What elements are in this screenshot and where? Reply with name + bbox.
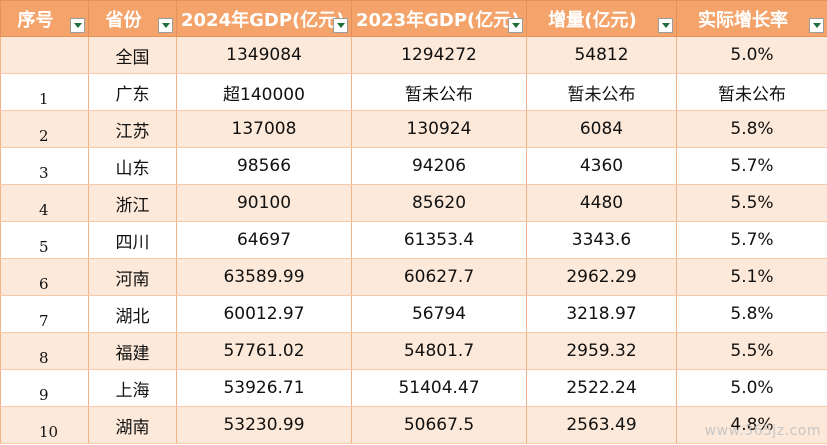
header-province[interactable]: 省份 — [88, 0, 177, 37]
table-row: 7 湖北 60012.97 56794 3218.97 5.8% — [0, 295, 827, 333]
cell-increment[interactable]: 2522.24 — [526, 369, 677, 407]
cell-gdp-2023[interactable]: 94206 — [351, 147, 527, 185]
cell-growth-rate[interactable]: 5.5% — [676, 332, 827, 370]
header-label: 2023年GDP(亿元) — [356, 9, 520, 31]
header-seq[interactable]: 序号 — [0, 0, 89, 37]
cell-increment[interactable]: 4360 — [526, 147, 677, 185]
table-row: 6 河南 63589.99 60627.7 2962.29 5.1% — [0, 258, 827, 296]
cell-seq[interactable]: 6 — [0, 258, 89, 296]
cell-gdp-2023[interactable]: 56794 — [351, 295, 527, 333]
cell-gdp-2024[interactable]: 超140000 — [176, 73, 352, 111]
cell-seq[interactable]: 1 — [0, 73, 89, 111]
cell-increment[interactable]: 3218.97 — [526, 295, 677, 333]
cell-growth-rate[interactable]: 5.8% — [676, 110, 827, 148]
filter-dropdown-icon[interactable] — [809, 18, 824, 33]
cell-province[interactable]: 上海 — [88, 369, 177, 407]
cell-increment[interactable]: 暂未公布 — [526, 73, 677, 111]
header-label: 实际增长率 — [698, 9, 788, 31]
filter-dropdown-icon[interactable] — [158, 18, 173, 33]
cell-gdp-2024[interactable]: 98566 — [176, 147, 352, 185]
cell-increment[interactable]: 2563.49 — [526, 406, 677, 444]
header-row: 序号 省份 2024年GDP(亿元) 2023年GDP(亿元) 增量(亿元) 实… — [0, 0, 827, 37]
cell-gdp-2024[interactable]: 63589.99 — [176, 258, 352, 296]
cell-gdp-2024[interactable]: 1349084 — [176, 36, 352, 74]
cell-province[interactable]: 湖北 — [88, 295, 177, 333]
cell-province[interactable]: 江苏 — [88, 110, 177, 148]
cell-gdp-2023[interactable]: 61353.4 — [351, 221, 527, 259]
cell-province[interactable]: 湖南 — [88, 406, 177, 444]
cell-growth-rate[interactable]: 5.0% — [676, 36, 827, 74]
cell-province[interactable]: 全国 — [88, 36, 177, 74]
cell-seq[interactable]: 9 — [0, 369, 89, 407]
cell-growth-rate[interactable]: 4.8% — [676, 406, 827, 444]
cell-increment[interactable]: 4480 — [526, 184, 677, 222]
cell-seq[interactable]: 5 — [0, 221, 89, 259]
table-row: 3 山东 98566 94206 4360 5.7% — [0, 147, 827, 185]
cell-increment[interactable]: 3343.6 — [526, 221, 677, 259]
table-row: 10 湖南 53230.99 50667.5 2563.49 4.8% — [0, 406, 827, 444]
table-row: 8 福建 57761.02 54801.7 2959.32 5.5% — [0, 332, 827, 370]
header-label: 省份 — [105, 9, 142, 31]
header-label: 增量(亿元) — [548, 9, 637, 31]
cell-increment[interactable]: 2959.32 — [526, 332, 677, 370]
cell-province[interactable]: 广东 — [88, 73, 177, 111]
header-label: 序号 — [17, 9, 54, 31]
cell-gdp-2024[interactable]: 60012.97 — [176, 295, 352, 333]
filter-dropdown-icon[interactable] — [333, 18, 348, 33]
cell-province[interactable]: 河南 — [88, 258, 177, 296]
cell-gdp-2024[interactable]: 53926.71 — [176, 369, 352, 407]
cell-growth-rate[interactable]: 5.1% — [676, 258, 827, 296]
cell-gdp-2023[interactable]: 60627.7 — [351, 258, 527, 296]
cell-gdp-2023[interactable]: 50667.5 — [351, 406, 527, 444]
header-gdp-2024[interactable]: 2024年GDP(亿元) — [176, 0, 352, 37]
cell-seq[interactable]: 2 — [0, 110, 89, 148]
cell-gdp-2024[interactable]: 64697 — [176, 221, 352, 259]
filter-dropdown-icon[interactable] — [70, 18, 85, 33]
cell-gdp-2024[interactable]: 90100 — [176, 184, 352, 222]
cell-gdp-2024[interactable]: 137008 — [176, 110, 352, 148]
table-row: 5 四川 64697 61353.4 3343.6 5.7% — [0, 221, 827, 259]
table-row: 4 浙江 90100 85620 4480 5.5% — [0, 184, 827, 222]
cell-growth-rate[interactable]: 5.7% — [676, 147, 827, 185]
filter-dropdown-icon[interactable] — [658, 18, 673, 33]
cell-increment[interactable]: 2962.29 — [526, 258, 677, 296]
cell-seq[interactable]: 4 — [0, 184, 89, 222]
watermark: www.365jz.com — [704, 423, 821, 439]
cell-province[interactable]: 浙江 — [88, 184, 177, 222]
cell-seq[interactable]: 7 — [0, 295, 89, 333]
header-label: 2024年GDP(亿元) — [181, 9, 345, 31]
header-increment[interactable]: 增量(亿元) — [526, 0, 677, 37]
cell-growth-rate[interactable]: 5.8% — [676, 295, 827, 333]
cell-gdp-2023[interactable]: 暂未公布 — [351, 73, 527, 111]
cell-province[interactable]: 山东 — [88, 147, 177, 185]
filter-dropdown-icon[interactable] — [508, 18, 523, 33]
cell-seq[interactable]: 8 — [0, 332, 89, 370]
header-growth-rate[interactable]: 实际增长率 — [676, 0, 827, 37]
cell-gdp-2023[interactable]: 1294272 — [351, 36, 527, 74]
cell-gdp-2023[interactable]: 85620 — [351, 184, 527, 222]
cell-growth-rate[interactable]: 5.7% — [676, 221, 827, 259]
cell-increment[interactable]: 6084 — [526, 110, 677, 148]
cell-province[interactable]: 四川 — [88, 221, 177, 259]
table-row: 1 广东 超140000 暂未公布 暂未公布 暂未公布 — [0, 73, 827, 111]
cell-growth-rate[interactable]: 5.5% — [676, 184, 827, 222]
header-gdp-2023[interactable]: 2023年GDP(亿元) — [351, 0, 527, 37]
table-row: 2 江苏 137008 130924 6084 5.8% — [0, 110, 827, 148]
cell-gdp-2024[interactable]: 53230.99 — [176, 406, 352, 444]
cell-gdp-2023[interactable]: 51404.47 — [351, 369, 527, 407]
cell-growth-rate[interactable]: 暂未公布 — [676, 73, 827, 111]
table-row: 9 上海 53926.71 51404.47 2522.24 5.0% — [0, 369, 827, 407]
cell-province[interactable]: 福建 — [88, 332, 177, 370]
cell-growth-rate[interactable]: 5.0% — [676, 369, 827, 407]
cell-gdp-2024[interactable]: 57761.02 — [176, 332, 352, 370]
cell-seq[interactable]: 3 — [0, 147, 89, 185]
cell-gdp-2023[interactable]: 130924 — [351, 110, 527, 148]
cell-increment[interactable]: 54812 — [526, 36, 677, 74]
cell-gdp-2023[interactable]: 54801.7 — [351, 332, 527, 370]
cell-seq[interactable]: 10 — [0, 406, 89, 444]
table-row: 全国 1349084 1294272 54812 5.0% — [0, 36, 827, 74]
cell-seq[interactable] — [0, 36, 89, 74]
